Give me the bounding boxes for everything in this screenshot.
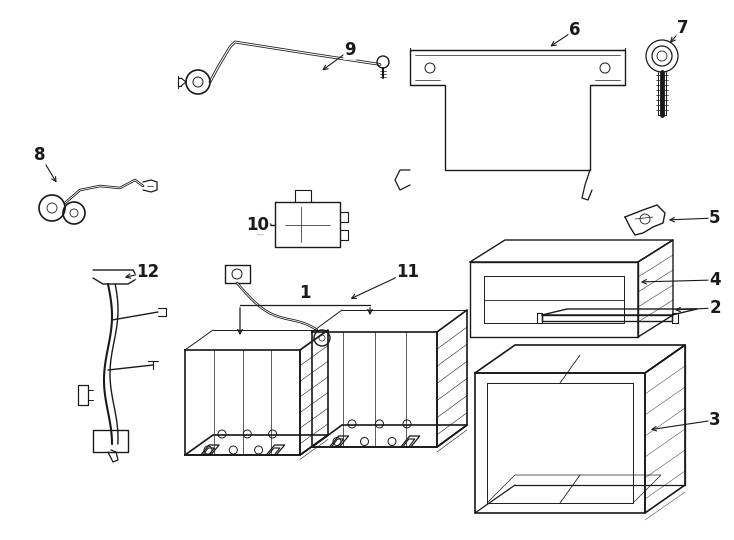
Text: 8: 8 bbox=[34, 146, 46, 164]
Text: 12: 12 bbox=[137, 263, 159, 281]
Text: 9: 9 bbox=[344, 41, 356, 59]
Text: 3: 3 bbox=[709, 411, 721, 429]
Text: 4: 4 bbox=[709, 271, 721, 289]
Text: 5: 5 bbox=[709, 209, 721, 227]
Text: 2: 2 bbox=[709, 299, 721, 317]
Text: 1: 1 bbox=[299, 284, 310, 302]
Text: 11: 11 bbox=[396, 263, 420, 281]
Text: 7: 7 bbox=[677, 19, 688, 37]
Text: 6: 6 bbox=[570, 21, 581, 39]
Text: 10: 10 bbox=[247, 216, 269, 234]
